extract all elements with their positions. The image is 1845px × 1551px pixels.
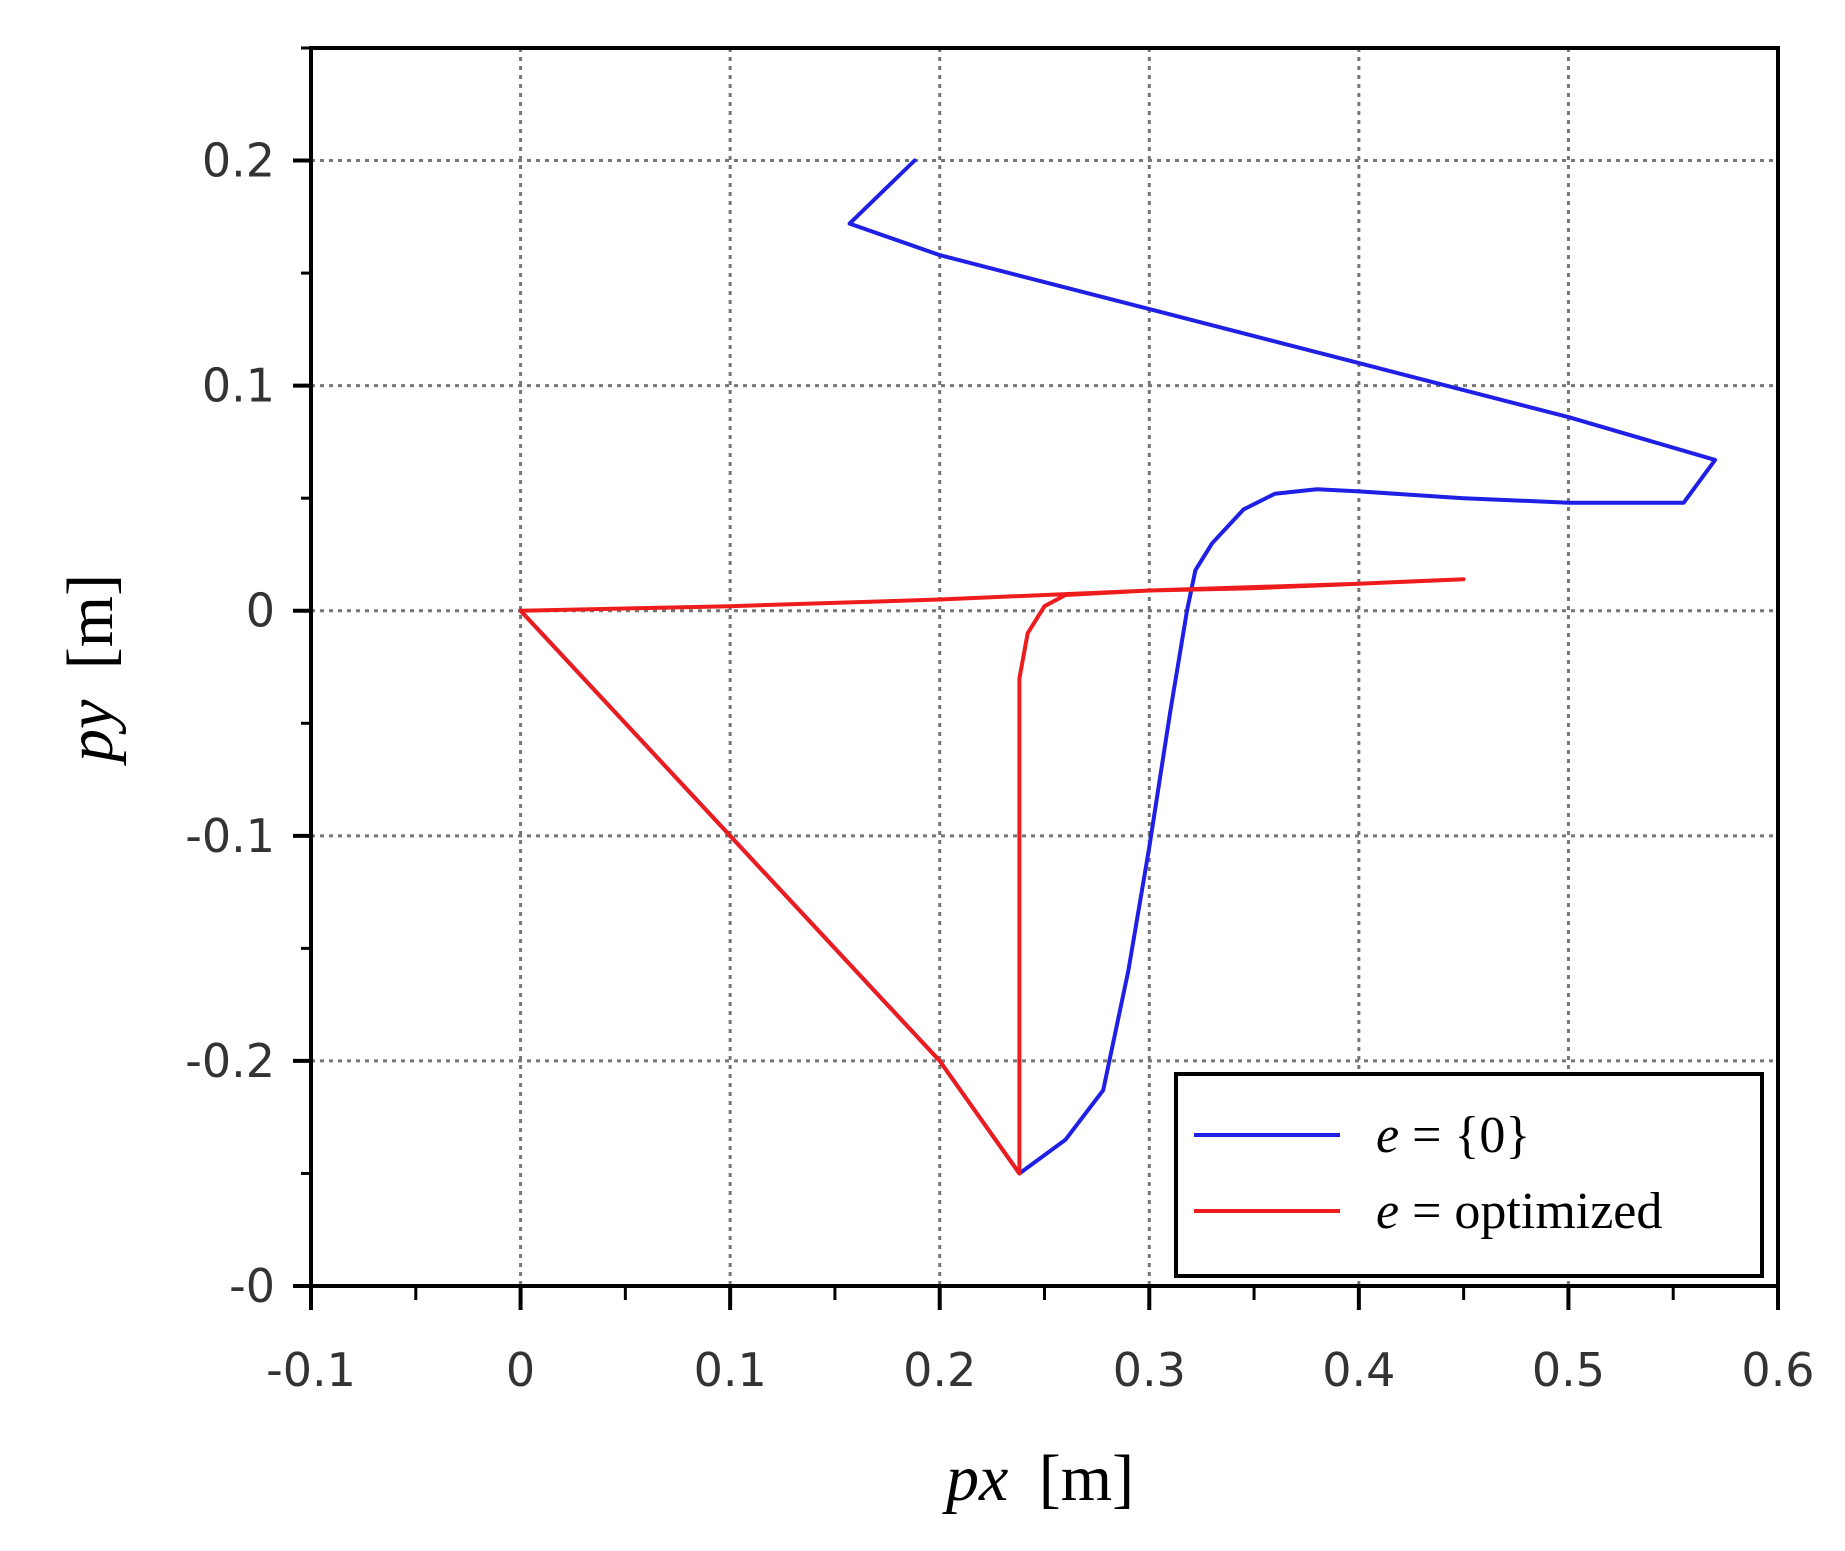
legend-var-e-optimized: e (1376, 1183, 1399, 1240)
y-tick-label: 0.1 (202, 359, 275, 413)
x-tick-label: 0.1 (694, 1343, 767, 1397)
y-axis-unit: [m] (54, 574, 127, 669)
legend-var-e-zero: e (1376, 1107, 1399, 1164)
y-tick-label: -0.2 (185, 1034, 275, 1088)
y-tick-label: -0.1 (185, 809, 275, 863)
x-axis-unit: [m] (1039, 1442, 1134, 1515)
series-line-e-optimized (518, 577, 1466, 1176)
x-tick-label: 0.3 (1113, 1343, 1186, 1397)
y-tick-label: 0 (246, 584, 275, 638)
x-tick-labels: -0.1 0 0.1 0.2 0.3 0.4 0.5 0.6 (266, 1343, 1814, 1397)
x-tick-label: 0.2 (903, 1343, 976, 1397)
x-tick-label: 0.4 (1322, 1343, 1395, 1397)
legend-box (1174, 1072, 1764, 1278)
x-tick-label: -0.1 (266, 1343, 356, 1397)
x-tick-label: 0 (506, 1343, 535, 1397)
y-tick-labels: 0.2 0.1 0 -0.1 -0.2 -0 (185, 134, 275, 1313)
y-axis-var: py (54, 699, 127, 766)
x-axis-label: px [m] (942, 1442, 1134, 1515)
legend: e = {0} e = optimized (1174, 1072, 1764, 1278)
x-axis-var: px (942, 1442, 1008, 1515)
x-tick-label: 0.6 (1741, 1343, 1814, 1397)
legend-label-e-optimized: e = optimized (1376, 1183, 1662, 1240)
x-tick-label: 0.5 (1532, 1343, 1605, 1397)
series-line-e-zero (518, 158, 1718, 1176)
y-tick-label: -0 (229, 1259, 275, 1313)
series-layer (518, 158, 1718, 1176)
legend-label-e-zero: e = {0} (1376, 1107, 1530, 1164)
y-tick-label: 0.2 (202, 134, 275, 188)
legend-rest-e-optimized: = optimized (1399, 1183, 1662, 1240)
legend-rest-e-zero: = {0} (1399, 1107, 1530, 1164)
y-axis-label: py [m] (54, 574, 127, 766)
tick-marks (293, 46, 1780, 1310)
